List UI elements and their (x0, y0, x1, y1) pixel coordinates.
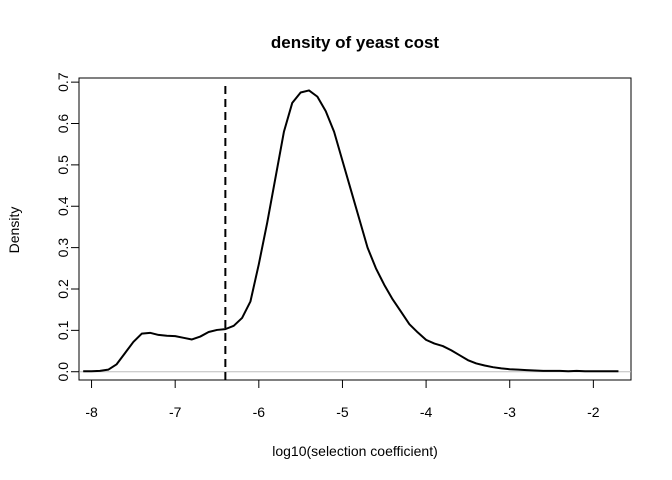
y-tick-label: 0.5 (55, 155, 71, 175)
y-tick-label: 0.2 (55, 279, 71, 299)
y-tick-label: 0.3 (55, 238, 71, 258)
y-tick-label: 0.0 (55, 362, 71, 382)
x-axis: -8 -7 -6 -5 -4 -3 -2 (85, 379, 600, 420)
x-axis-label: log10(selection coefficient) (272, 443, 438, 459)
chart-title: density of yeast cost (271, 33, 440, 52)
x-tick-label: -8 (85, 404, 98, 420)
x-tick-label: -2 (587, 404, 600, 420)
y-tick-label: 0.7 (55, 72, 71, 92)
x-tick-label: -3 (504, 404, 517, 420)
y-axis: 0.0 0.1 0.2 0.3 0.4 0.5 0.6 0.7 (55, 72, 80, 382)
x-tick-label: -4 (420, 404, 433, 420)
y-axis-label: Density (6, 207, 22, 254)
x-tick-label: -5 (336, 404, 349, 420)
y-tick-label: 0.1 (55, 320, 71, 340)
y-tick-label: 0.6 (55, 114, 71, 134)
y-tick-label: 0.4 (55, 196, 71, 216)
x-tick-label: -6 (253, 404, 266, 420)
density-curve (83, 89, 619, 373)
x-tick-label: -7 (169, 404, 182, 420)
